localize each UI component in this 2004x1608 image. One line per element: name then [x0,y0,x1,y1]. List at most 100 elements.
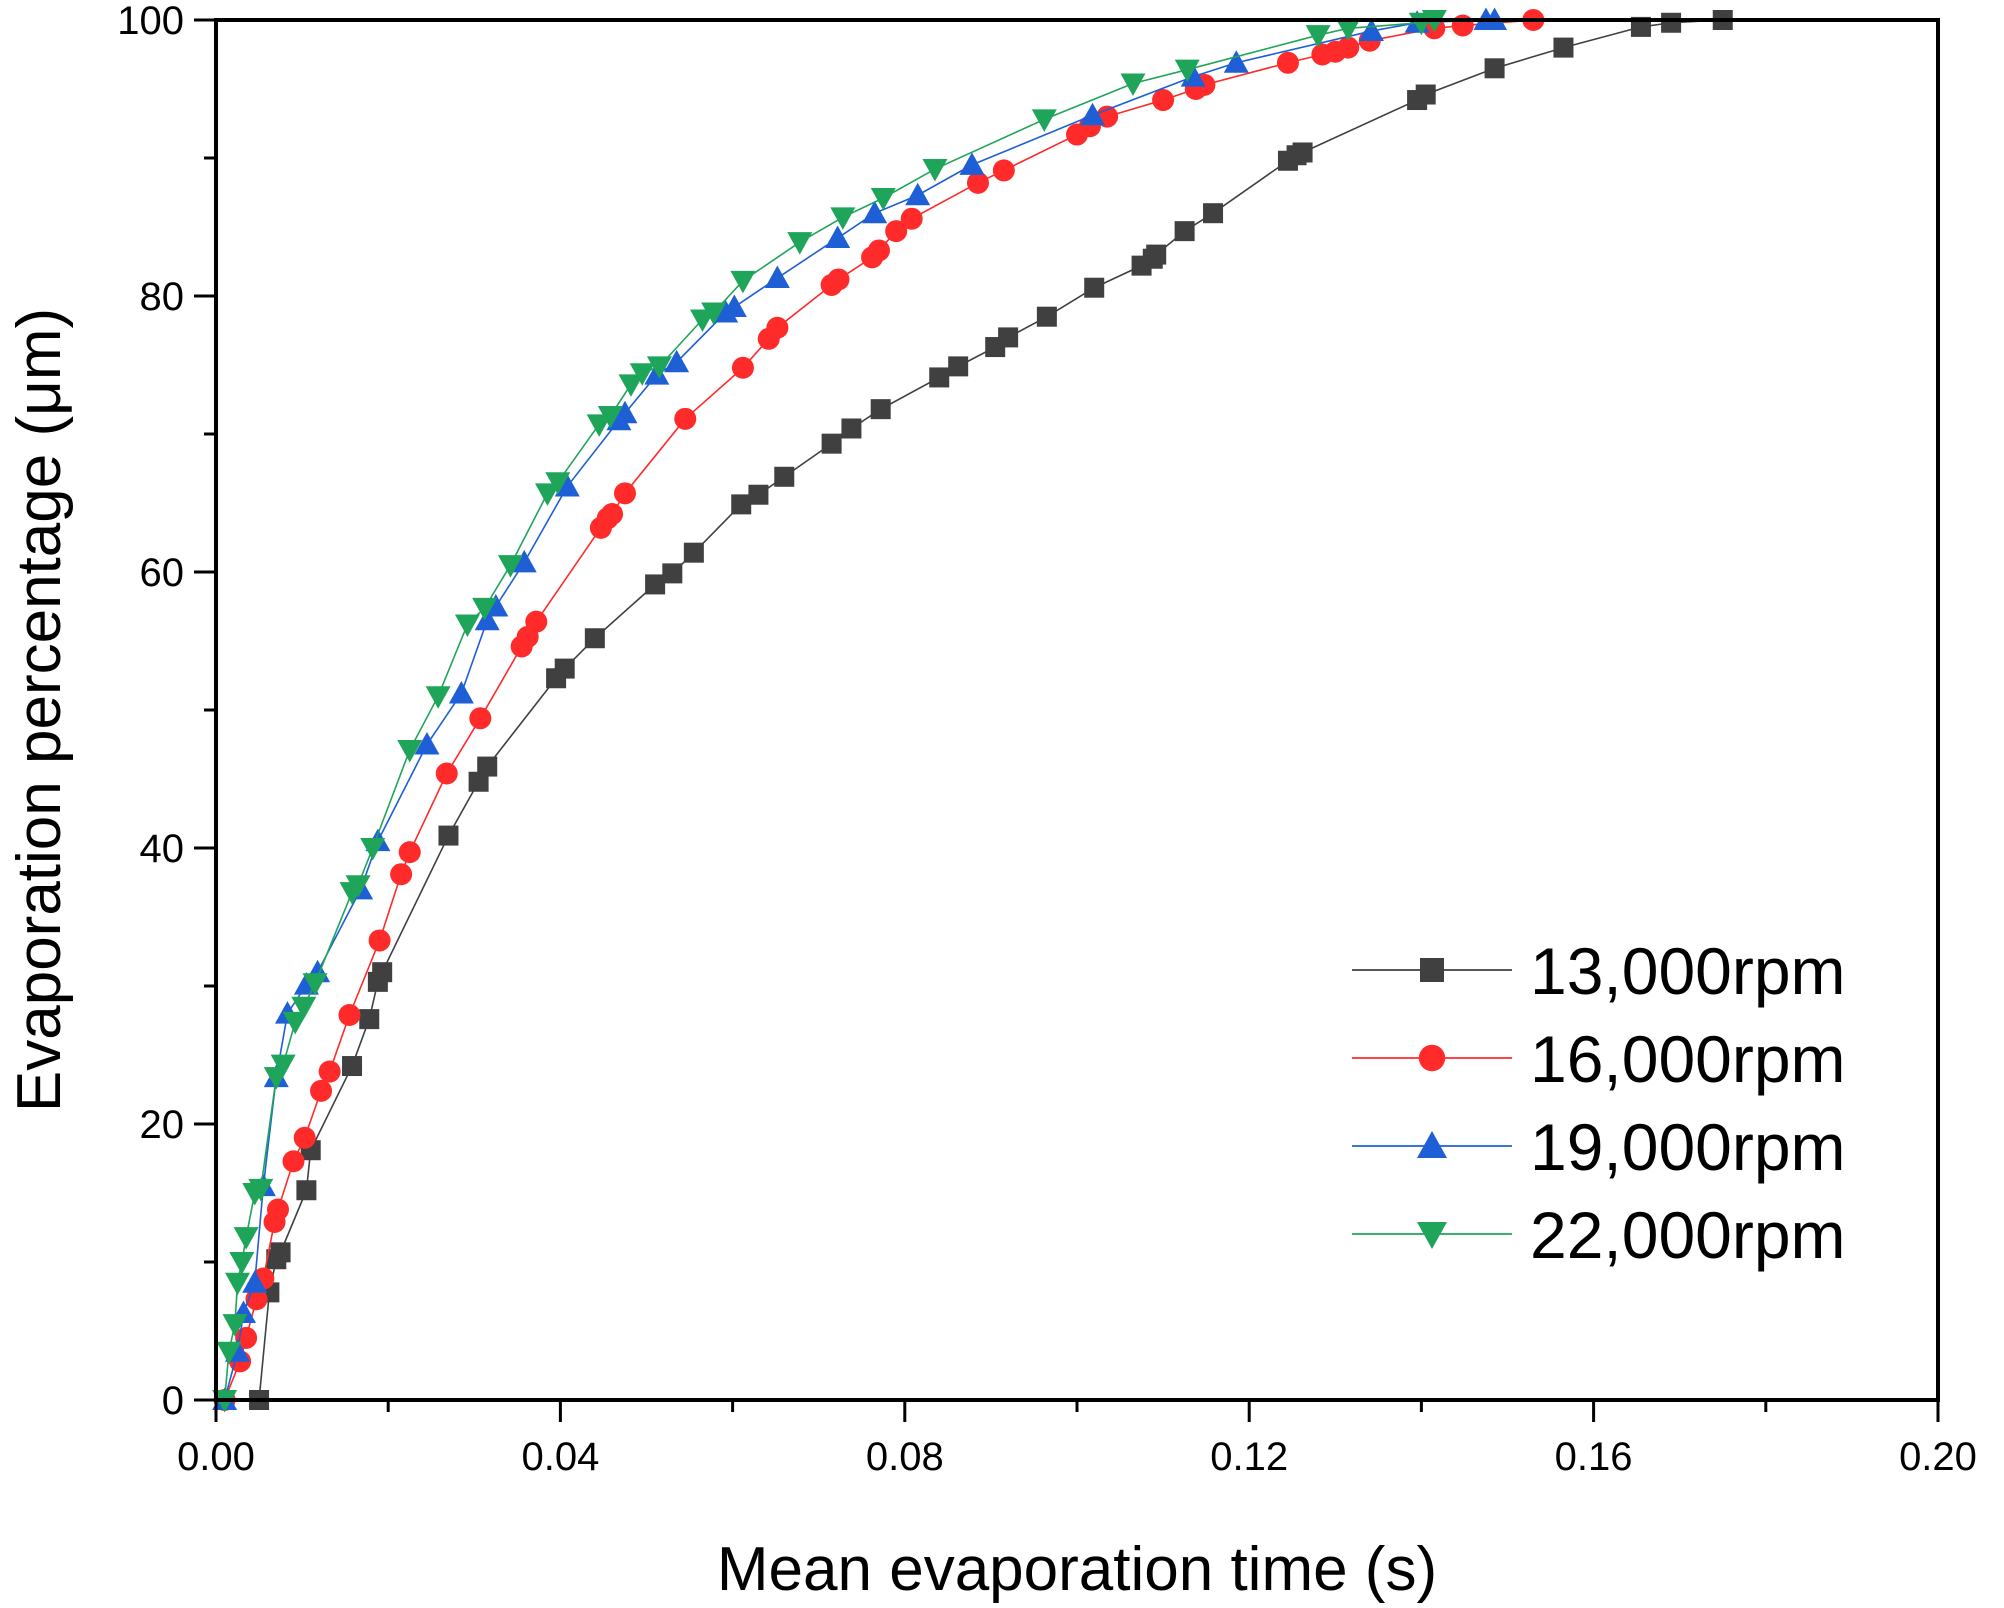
data-point [474,607,500,631]
data-point [629,363,655,386]
data-point [554,658,575,679]
y-tick-label: 40 [140,827,185,871]
series-4 [212,10,1447,1413]
data-point [612,400,638,424]
data-point [242,1270,268,1293]
data-point [646,356,672,379]
data-point [225,1272,251,1296]
x-tick-label: 0.16 [1555,1435,1633,1479]
data-point [1152,89,1175,112]
ticks-layer: 0.00 0.04 0.08 0.12 0.16 0.20 0 20 40 60 80 100 [117,0,1977,1479]
data-point [905,182,931,206]
data-point [1292,142,1313,163]
data-point [1036,306,1057,327]
data-point [1451,14,1474,37]
data-point [1335,18,1361,41]
legend-item: 19,000rpm [1352,1110,1846,1184]
data-point [233,1227,259,1250]
data-point [613,482,636,505]
data-point [338,1003,361,1026]
data-point [360,838,386,861]
data-point [511,549,537,573]
data-point [870,399,891,420]
legend-label: 13,000rpm [1530,934,1846,1008]
data-point [586,414,612,437]
data-point [766,316,789,339]
legend-item: 13,000rpm [1352,934,1846,1008]
y-tick-label: 80 [140,275,185,319]
data-point [448,680,474,704]
data-point [368,929,391,952]
data-point [674,407,697,430]
legend-label: 19,000rpm [1530,1110,1846,1184]
data-point [1276,51,1299,74]
data-point [477,756,498,777]
data-point [900,207,923,230]
y-tick-label: 0 [162,1379,184,1423]
data-point [825,225,851,249]
data-point [390,863,413,886]
data-point [345,875,371,898]
data-point [929,367,950,388]
data-point [468,771,489,792]
data-point [922,159,948,182]
data-point [270,1054,296,1078]
legend-marker [1420,958,1444,982]
series-1 [249,10,1733,1410]
x-tick-label: 0.12 [1210,1435,1288,1479]
data-point [525,610,548,633]
data-point [821,433,842,454]
data-point [966,171,989,194]
data-point [229,1252,255,1275]
data-point [266,1198,289,1221]
data-point [731,494,752,515]
data-point [318,1060,341,1083]
data-point [787,232,813,255]
data-point [948,356,969,377]
legend-marker [1418,1044,1446,1072]
data-point [731,356,754,379]
data-point [282,1011,308,1035]
data-point [774,466,795,487]
data-point [764,265,790,289]
data-point [497,555,523,578]
data-point [397,740,423,763]
data-point [1120,73,1146,96]
data-point [1553,37,1574,58]
data-point [270,1242,291,1263]
data-point [1174,59,1200,83]
data-point [1174,221,1195,242]
data-point [827,268,850,291]
data-point [282,1150,305,1173]
data-point [1305,25,1331,48]
data-point [867,239,890,262]
data-point [1203,203,1224,224]
data-point [959,152,985,175]
data-point [359,1009,380,1030]
y-tick-label: 60 [140,551,185,595]
data-point [310,1079,333,1102]
data-point [597,406,623,429]
data-point [372,962,393,983]
legend-item: 16,000rpm [1352,1022,1846,1096]
data-point [618,374,644,397]
legend-item: 22,000rpm [1352,1198,1846,1272]
data-point [302,973,328,996]
data-point [222,1314,248,1337]
data-point [454,614,480,637]
data-point [830,207,856,230]
data-point [841,418,862,439]
legend-label: 16,000rpm [1530,1022,1846,1096]
data-point [435,762,458,785]
data-point [414,732,440,755]
data-point [730,270,756,294]
x-tick-label: 0.00 [177,1435,255,1479]
data-point [296,1180,317,1201]
data-point [645,574,666,595]
data-point [1661,12,1682,33]
data-point [534,483,560,506]
data-point [683,542,704,563]
y-tick-label: 20 [140,1103,185,1147]
x-tick-label: 0.20 [1899,1435,1977,1479]
